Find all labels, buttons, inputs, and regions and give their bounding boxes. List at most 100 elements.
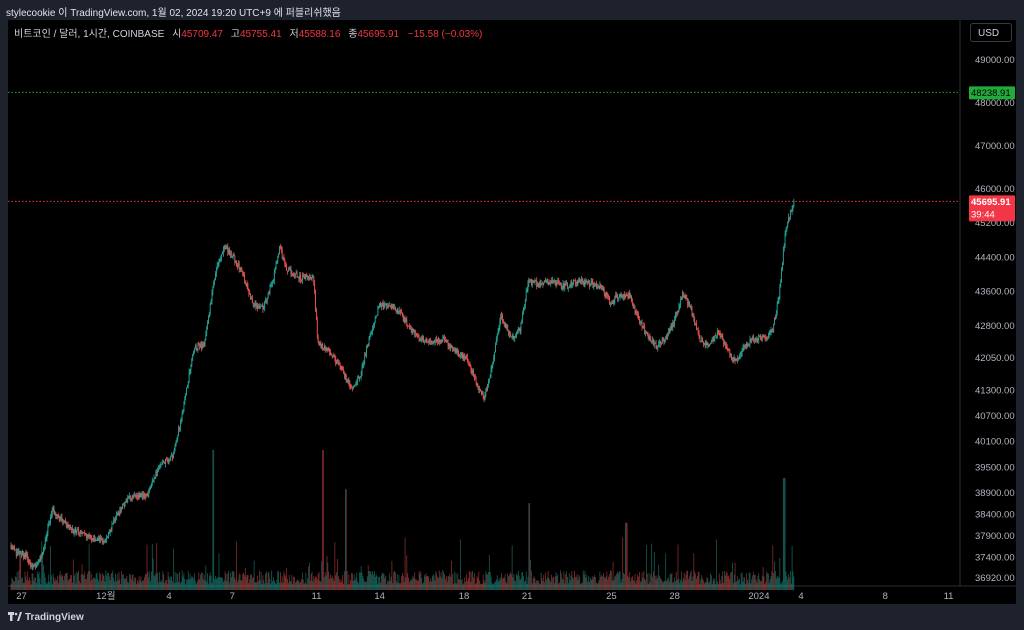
volume-bar — [79, 583, 81, 590]
volume-bar — [65, 573, 66, 590]
volume-bar — [543, 574, 545, 590]
candle-body — [301, 280, 302, 282]
volume-bar — [202, 579, 204, 590]
volume-bar — [287, 582, 289, 590]
candle-body — [106, 536, 108, 540]
volume-bar — [633, 581, 635, 590]
volume-bar — [99, 572, 101, 590]
candle-body — [30, 565, 32, 567]
volume-bar — [28, 580, 29, 590]
volume-bar — [419, 573, 421, 590]
volume-bar — [259, 579, 261, 590]
candle-body — [178, 426, 180, 436]
candle-body — [480, 389, 481, 391]
volume-bar — [276, 579, 278, 590]
tradingview-logo[interactable]: TradingView — [8, 612, 84, 623]
candle-body — [567, 283, 568, 289]
volume-bar — [144, 573, 146, 590]
candle-body — [147, 494, 149, 496]
x-tick-label: 21 — [522, 591, 533, 602]
volume-bar — [624, 574, 625, 590]
candle-body — [334, 356, 336, 358]
volume-bar — [461, 579, 463, 590]
candle-body — [352, 386, 354, 389]
candle-body — [519, 328, 521, 332]
volume-bar — [83, 575, 85, 590]
volume-bar — [760, 581, 762, 590]
candle-body — [319, 342, 321, 346]
candle-body — [98, 538, 100, 541]
candle-body — [580, 279, 581, 282]
candle-body — [145, 493, 147, 498]
candle-body — [245, 283, 247, 285]
candle-body — [458, 350, 459, 357]
candle-body — [235, 261, 237, 263]
chart-frame[interactable]: 36920.00 37400.00 37900.00 38400.00 38900.00… — [8, 20, 1016, 604]
volume-bar — [22, 577, 23, 590]
candle-body — [215, 273, 216, 281]
volume-bar — [646, 545, 647, 590]
candle-body — [681, 296, 682, 299]
volume-bar — [291, 574, 293, 590]
candle-body — [317, 337, 319, 343]
candle-body — [337, 361, 339, 363]
candle-body — [75, 530, 77, 534]
candle-body — [327, 347, 329, 351]
candle-body — [299, 275, 301, 279]
candle-body — [477, 386, 479, 389]
candle-body — [624, 294, 626, 298]
volume-bar — [268, 572, 270, 590]
volume-bar — [386, 584, 388, 590]
volume-bar — [231, 571, 233, 590]
volume-bar — [408, 577, 409, 590]
candle-body — [86, 534, 87, 538]
candle-body — [461, 353, 463, 356]
volume-bar — [667, 578, 668, 590]
open-value: 45709.47 — [181, 29, 223, 40]
candle-body — [307, 276, 309, 277]
volume-bar — [452, 583, 454, 590]
y-tick-label: 38900.00 — [975, 488, 1015, 499]
candle-body — [132, 496, 134, 498]
candle-body — [561, 288, 563, 290]
candle-body — [651, 341, 653, 343]
volume-bar — [97, 579, 99, 590]
candle-body — [512, 336, 514, 338]
price-chart[interactable]: 36920.0037400.0037900.0038400.0038900.00… — [8, 20, 1016, 604]
volume-bar — [338, 579, 340, 590]
candle-body — [442, 338, 444, 342]
candle-body — [510, 336, 512, 338]
candle-body — [382, 302, 384, 308]
volume-bar — [111, 572, 113, 590]
candle-body — [156, 472, 158, 474]
currency-button[interactable]: USD — [970, 23, 1012, 42]
volume-bar — [476, 576, 478, 590]
candle-body — [139, 493, 141, 498]
volume-bar — [151, 544, 153, 590]
volume-bar — [617, 571, 618, 590]
volume-bar — [686, 570, 688, 590]
volume-bar — [121, 571, 122, 590]
volume-bar — [36, 582, 37, 590]
candle-body — [205, 333, 207, 340]
candle-body — [187, 385, 188, 388]
volume-bar — [270, 583, 272, 590]
candle-body — [753, 339, 755, 341]
volume-bar — [112, 570, 114, 590]
candle-body — [218, 259, 220, 265]
candle-body — [618, 296, 620, 298]
volume-bar — [340, 579, 342, 590]
candle-body — [592, 282, 594, 288]
volume-bar — [133, 581, 135, 590]
volume-bar — [535, 582, 537, 590]
volume-bar — [758, 573, 760, 590]
candle-body — [781, 269, 782, 283]
volume-bar — [213, 450, 215, 590]
candle-body — [308, 277, 310, 279]
volume-bar — [53, 577, 55, 590]
candle-body — [96, 540, 98, 541]
volume-bar — [459, 539, 461, 590]
volume-bar — [297, 580, 299, 590]
volume-bar — [170, 576, 172, 590]
volume-bar — [511, 545, 513, 590]
